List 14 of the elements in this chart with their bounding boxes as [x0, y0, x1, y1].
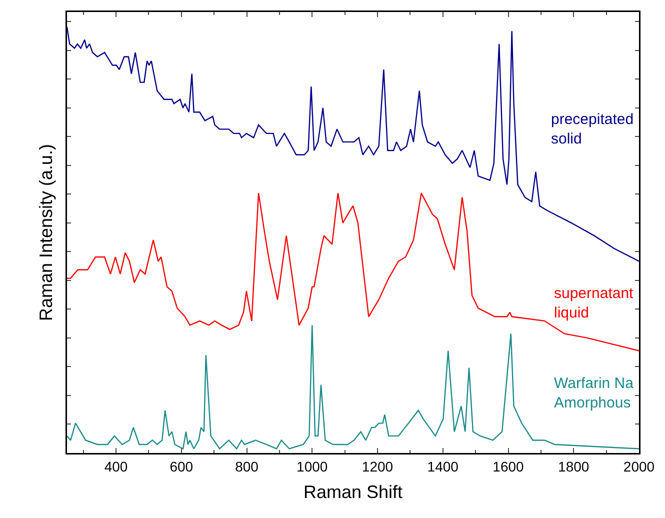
- series-label: precepitated solid: [551, 111, 634, 148]
- x-tick-label: 1800: [558, 458, 590, 474]
- x-tick-label: 1200: [362, 458, 394, 474]
- x-tick-label: 1600: [492, 458, 524, 474]
- series-label: supernatant liquid: [554, 285, 634, 322]
- x-tick-label: 600: [170, 458, 194, 474]
- y-axis-title: Raman Intensity (a.u.): [36, 144, 56, 322]
- x-tick-label: 400: [104, 458, 128, 474]
- x-axis-title: Raman Shift: [303, 482, 403, 502]
- x-tick-label: 800: [235, 458, 259, 474]
- x-tick-label: 1400: [427, 458, 459, 474]
- x-tick-label: 2000: [623, 458, 655, 474]
- x-tick-label: 1000: [296, 458, 328, 474]
- text: Warfarin Na Amorphous: [554, 375, 634, 412]
